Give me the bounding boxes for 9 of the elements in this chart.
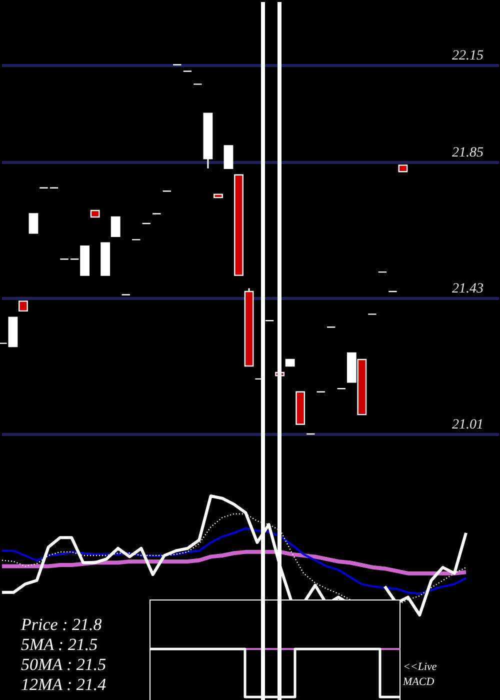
y-tick-label: 21.01 (452, 418, 484, 432)
text: 5MA : 21.5 (21, 635, 98, 654)
y-tick-label: 21.85 (452, 145, 484, 160)
text: 50MA : 21.5 (21, 655, 106, 674)
text: Price : 21.8 (20, 615, 102, 634)
y-tick-label: 22.15 (452, 48, 484, 64)
y-tick-label: 21.43 (452, 281, 484, 296)
text: 12MA : 21.4 (21, 675, 107, 694)
text: <<Live MACD (402, 661, 437, 688)
